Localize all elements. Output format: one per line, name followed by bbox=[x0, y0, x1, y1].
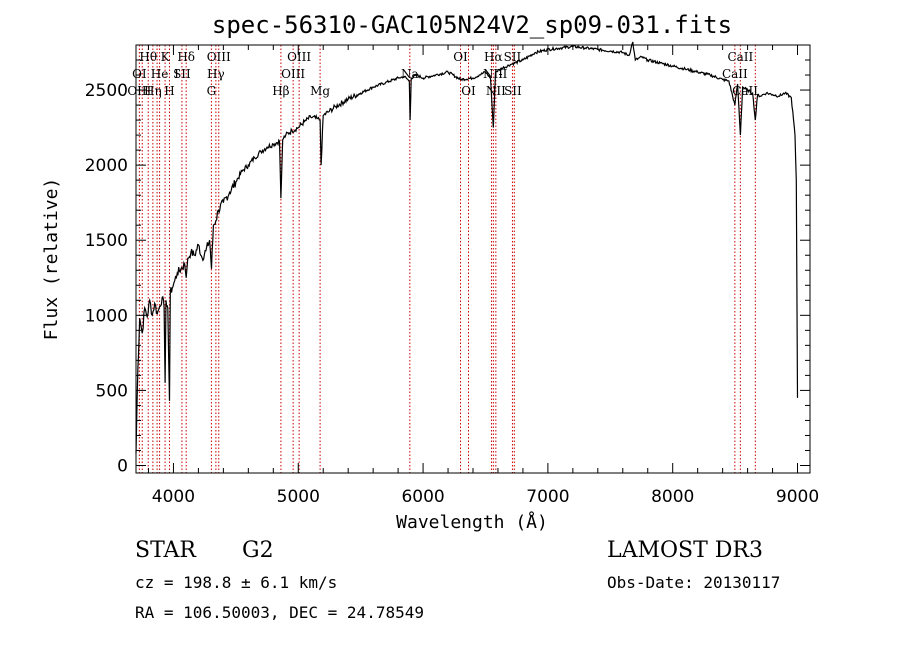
spectrum-line bbox=[135, 41, 799, 454]
x-axis-label: Wavelength (Å) bbox=[396, 511, 548, 533]
coordinates: RA = 106.50003, DEC = 24.78549 bbox=[135, 603, 424, 622]
line-label-11: I bbox=[174, 67, 179, 81]
line-label-27: SII bbox=[504, 84, 522, 98]
y-tick-label-1000: 1000 bbox=[85, 306, 128, 326]
y-tick-label-1500: 1500 bbox=[85, 231, 128, 251]
y-tick-label-2000: 2000 bbox=[85, 156, 128, 176]
chart-title: spec-56310-GAC105N24V2_sp09-031.fits bbox=[212, 11, 732, 39]
line-label-5: OI bbox=[453, 50, 468, 64]
line-label-17: -I bbox=[499, 67, 508, 81]
line-label-22: G bbox=[207, 84, 217, 98]
line-label-25: OI bbox=[461, 84, 476, 98]
y-axis-label: Flux (relative) bbox=[41, 178, 62, 341]
y-tick-label-2500: 2500 bbox=[85, 81, 128, 101]
line-label-19: OIII bbox=[127, 84, 151, 98]
x-tick-label-9000: 9000 bbox=[776, 487, 819, 507]
survey-name: LAMOST DR3 bbox=[607, 538, 763, 563]
line-label-12: SII bbox=[173, 67, 191, 81]
line-label-2: Hδ bbox=[177, 50, 195, 64]
x-tick-label-7000: 7000 bbox=[526, 487, 569, 507]
line-label-26: NII bbox=[486, 84, 506, 98]
line-label-24: Mg bbox=[310, 84, 330, 98]
line-label-0: Hθ bbox=[139, 50, 157, 64]
obs-date: Obs-Date: 20130117 bbox=[607, 573, 781, 592]
line-label-15: Na bbox=[401, 67, 419, 81]
line-label-6: Hα bbox=[484, 50, 503, 64]
axis-ticks: 4000 5000 6000 7000 8000 9000 0 500 1000 1500 2000… bbox=[85, 45, 819, 507]
x-tick-label-5000: 5000 bbox=[277, 487, 320, 507]
line-label-14: OIII bbox=[281, 67, 305, 81]
line-label-20: Hη bbox=[144, 84, 162, 98]
line-label-9: OI bbox=[132, 67, 147, 81]
line-label-13: Hγ bbox=[207, 67, 225, 81]
x-tick-label-8000: 8000 bbox=[651, 487, 694, 507]
spectral-line-markers bbox=[138, 45, 756, 473]
line-label-10: He bbox=[151, 67, 169, 81]
line-label-7: SII bbox=[504, 50, 522, 64]
line-label-23: Hβ bbox=[272, 84, 289, 98]
object-class: STAR bbox=[135, 538, 196, 563]
line-label-21: H bbox=[164, 84, 174, 98]
x-tick-label-4000: 4000 bbox=[152, 487, 195, 507]
line-label-18: CaII bbox=[722, 67, 748, 81]
plot-frame bbox=[135, 44, 811, 474]
y-tick-label-0: 0 bbox=[117, 456, 128, 476]
line-label-4: OIII bbox=[287, 50, 311, 64]
object-subclass: G2 bbox=[242, 538, 274, 563]
redshift-cz: cz = 198.8 ± 6.1 km/s bbox=[135, 573, 338, 592]
y-tick-label-500: 500 bbox=[96, 381, 128, 401]
x-tick-label-6000: 6000 bbox=[401, 487, 444, 507]
line-label-8: CaII bbox=[727, 50, 753, 64]
line-label-3: OIII bbox=[207, 50, 231, 64]
line-label-1: K bbox=[161, 50, 171, 64]
